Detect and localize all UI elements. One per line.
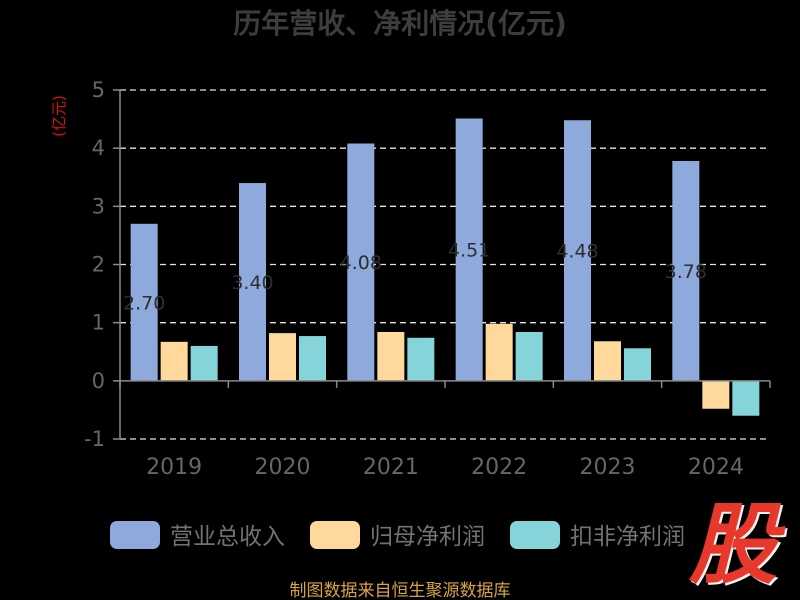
legend-item-revenue[interactable]: 营业总收入 [110,521,285,550]
bar-revenue-2022 [455,118,483,381]
y-tick-label-5: 5 [92,78,105,102]
bar-deducted-net-profit-2023 [624,348,651,381]
chart-title: 历年营收、净利情况(亿元) [233,7,567,40]
logo: 股 股 [688,493,788,598]
axes: 5 4 3 2 1 0 -1 2019 2020 2021 2022 2023 2024 [84,78,771,480]
legend-item-deducted-net-profit[interactable]: 扣非净利润 [510,521,685,550]
x-tick-label-2021: 2021 [363,455,419,480]
bar-parent-net-profit-2019 [160,341,188,381]
legend: 营业总收入 归母净利润 扣非净利润 [110,521,685,550]
bar-deducted-net-profit-2024 [732,380,760,416]
bar-deducted-net-profit-2021 [407,337,435,381]
data-label-revenue-2022: 4.51 [448,240,490,262]
bar-revenue-2019 [130,223,158,381]
data-label-revenue-2019: 2.70 [123,292,165,314]
bar-parent-net-profit-2024 [702,380,730,409]
y-tick-label-0: 0 [92,369,105,393]
y-tick-label-3: 3 [92,194,105,218]
logo-mark: 股 [688,493,786,596]
bar-parent-net-profit-2022 [485,323,513,381]
x-tick-label-2019: 2019 [146,455,202,480]
bar-revenue-2023 [564,120,591,381]
legend-swatch-parent-net-profit [310,521,360,549]
y-axis-unit-label: (亿元) [50,95,68,137]
x-tick-label-2022: 2022 [471,455,527,480]
legend-label-parent-net-profit: 归母净利润 [370,524,485,550]
legend-swatch-deducted-net-profit [510,521,560,549]
bars [130,118,760,416]
y-tick-label-2: 2 [92,253,105,277]
legend-label-revenue: 营业总收入 [170,524,285,550]
data-label-revenue-2021: 4.08 [340,252,382,274]
bar-revenue-2024 [672,160,700,381]
y-tick-label-1: 1 [92,311,105,335]
gridlines [120,89,770,440]
data-labels: 2.70 3.40 4.08 4.51 4.48 3.78 [123,240,707,315]
x-tick-label-2023: 2023 [580,455,636,480]
bar-revenue-2021 [347,143,375,381]
y-tick-label-neg1: -1 [84,427,105,451]
legend-item-parent-net-profit[interactable]: 归母净利润 [310,521,485,550]
data-source-note: 制图数据来自恒生聚源数据库 [290,581,511,600]
bar-deducted-net-profit-2019 [190,345,218,381]
data-label-revenue-2020: 3.40 [231,272,273,294]
bar-parent-net-profit-2020 [269,333,296,381]
x-tick-label-2020: 2020 [255,455,311,480]
bar-parent-net-profit-2023 [594,341,621,381]
legend-label-deducted-net-profit: 扣非净利润 [570,524,685,550]
bar-revenue-2020 [239,183,266,381]
x-tick-label-2024: 2024 [688,455,744,480]
legend-swatch-revenue [110,521,160,549]
logo-shadow: 股 [690,495,788,598]
bar-parent-net-profit-2021 [377,331,405,381]
data-label-revenue-2023: 4.48 [556,241,598,263]
y-tick-label-4: 4 [92,136,105,160]
bar-deducted-net-profit-2022 [515,331,543,381]
bar-deducted-net-profit-2020 [299,336,326,381]
data-label-revenue-2024: 3.78 [665,261,707,283]
